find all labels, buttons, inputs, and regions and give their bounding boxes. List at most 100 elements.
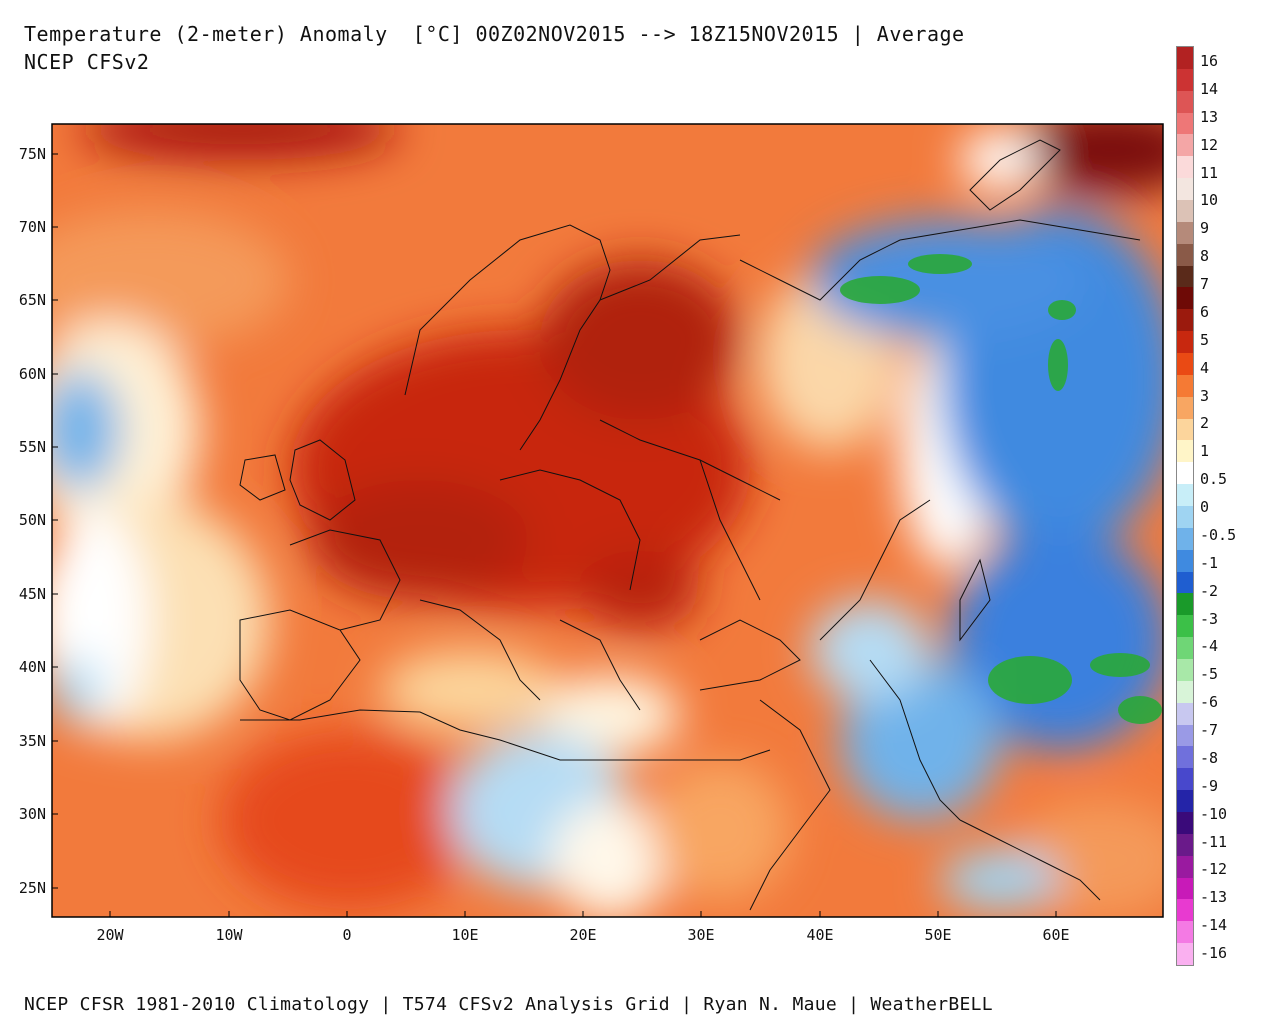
colorbar-swatch: [1177, 768, 1193, 791]
lat-label-75n: 75N: [18, 145, 46, 163]
colorbar-swatch: [1177, 899, 1193, 922]
colorbar-swatch: [1177, 418, 1193, 441]
colorbar-label: 6: [1200, 302, 1210, 321]
colorbar-swatch: [1177, 702, 1193, 726]
colorbar-label: 11: [1200, 163, 1219, 182]
colorbar-swatch: [1177, 134, 1193, 157]
colorbar-label: 7: [1200, 275, 1210, 293]
colorbar-label: -6: [1200, 693, 1219, 712]
colorbar-label: 14: [1200, 79, 1219, 98]
colorbar-swatch: [1177, 68, 1193, 92]
map-ticks: [52, 153, 1057, 917]
colorbar-swatch: [1177, 462, 1193, 485]
colorbar-label: -4: [1200, 637, 1219, 656]
colorbar-label: -0.5: [1200, 525, 1237, 544]
colorbar-swatch: [1177, 484, 1193, 507]
colorbar-label: 16: [1200, 52, 1219, 70]
lon-label-40e: 40E: [806, 926, 834, 944]
colorbar-swatch: [1177, 331, 1193, 354]
colorbar-swatch: [1177, 549, 1193, 573]
lat-label-30n: 30N: [18, 805, 46, 823]
lat-label-35n: 35N: [18, 732, 46, 750]
colorbar-label: -16: [1200, 944, 1228, 962]
colorbar-swatch: [1177, 680, 1193, 704]
lon-label-0: 0: [342, 926, 352, 944]
colorbar-label: 3: [1200, 386, 1210, 405]
colorbar-label: -13: [1200, 888, 1228, 907]
lat-label-50n: 50N: [18, 511, 46, 529]
colorbar-swatch: [1177, 833, 1193, 857]
lon-label-20w: 20W: [96, 926, 124, 944]
colorbar-swatch: [1177, 440, 1193, 463]
colorbar-label: 4: [1200, 358, 1210, 377]
colorbar-swatch: [1177, 112, 1193, 135]
colorbar-label: -14: [1200, 916, 1228, 935]
colorbar-label: 8: [1200, 247, 1210, 266]
colorbar-swatch: [1177, 724, 1193, 747]
colorbar-swatch: [1177, 943, 1193, 966]
colorbar-swatch: [1177, 374, 1193, 398]
colorbar-label: 13: [1200, 107, 1219, 126]
colorbar-swatch: [1177, 812, 1193, 835]
colorbar-swatch: [1177, 309, 1193, 332]
colorbar-label: -11: [1200, 832, 1228, 851]
colorbar-swatch: [1177, 221, 1193, 245]
colorbar-label: -12: [1200, 860, 1228, 879]
map-subtitle: NCEP CFSv2: [24, 50, 150, 74]
colorbar-swatch: [1177, 790, 1193, 813]
colorbar-label: -10: [1200, 804, 1228, 823]
colorbar-label: 9: [1200, 219, 1210, 238]
colorbar-swatch: [1177, 396, 1193, 420]
colorbar-swatch: [1177, 877, 1193, 900]
colorbar-label: -3: [1200, 609, 1219, 628]
colorbar-swatch: [1177, 637, 1193, 660]
colorbar-label: 0.5: [1200, 470, 1228, 489]
lon-label-50e: 50E: [924, 926, 952, 944]
colorbar-swatch: [1177, 90, 1193, 114]
lat-label-65n: 65N: [18, 291, 46, 309]
map-title: Temperature (2-meter) Anomaly [°C] 00Z02…: [24, 22, 965, 46]
colorbar: [1176, 46, 1194, 966]
anomaly-field: [52, 124, 1163, 917]
colorbar-swatch: [1177, 746, 1193, 769]
colorbar-label: 1: [1200, 442, 1210, 461]
colorbar-swatch: [1177, 527, 1193, 551]
lon-label-10w: 10W: [215, 926, 243, 944]
colorbar-swatch: [1177, 571, 1193, 594]
colorbar-label: -2: [1200, 581, 1219, 600]
colorbar-label: 2: [1200, 414, 1210, 433]
colorbar-swatch: [1177, 156, 1193, 179]
colorbar-swatch: [1177, 593, 1193, 616]
colorbar-swatch: [1177, 265, 1193, 288]
lon-label-30e: 30E: [687, 926, 715, 944]
lat-label-55n: 55N: [18, 438, 46, 456]
colorbar-swatch: [1177, 855, 1193, 879]
footer-credit: NCEP CFSR 1981-2010 Climatology | T574 C…: [24, 994, 993, 1015]
colorbar-swatch: [1177, 287, 1193, 310]
colorbar-label: -7: [1200, 721, 1219, 739]
colorbar-label: -8: [1200, 748, 1219, 767]
colorbar-label: 5: [1200, 330, 1210, 349]
colorbar-swatch: [1177, 200, 1193, 223]
colorbar-label: 0: [1200, 498, 1210, 516]
colorbar-swatch: [1177, 353, 1193, 376]
lon-label-10e: 10E: [451, 926, 479, 944]
colorbar-label: -9: [1200, 776, 1219, 795]
colorbar-swatch: [1177, 47, 1193, 70]
colorbar-label: 10: [1200, 191, 1219, 210]
colorbar-swatch: [1177, 615, 1193, 638]
lon-label-20e: 20E: [569, 926, 597, 944]
colorbar-swatch: [1177, 659, 1193, 682]
colorbar-swatch: [1177, 243, 1193, 267]
colorbar-swatch: [1177, 178, 1193, 201]
colorbar-swatch: [1177, 921, 1193, 944]
colorbar-label: -5: [1200, 665, 1219, 684]
colorbar-label: 12: [1200, 135, 1219, 154]
colorbar-label: -1: [1200, 553, 1219, 572]
lat-label-40n: 40N: [18, 658, 46, 676]
lat-label-25n: 25N: [18, 879, 46, 897]
lat-label-70n: 70N: [18, 218, 46, 236]
lat-label-45n: 45N: [18, 585, 46, 603]
lon-label-60e: 60E: [1042, 926, 1070, 944]
